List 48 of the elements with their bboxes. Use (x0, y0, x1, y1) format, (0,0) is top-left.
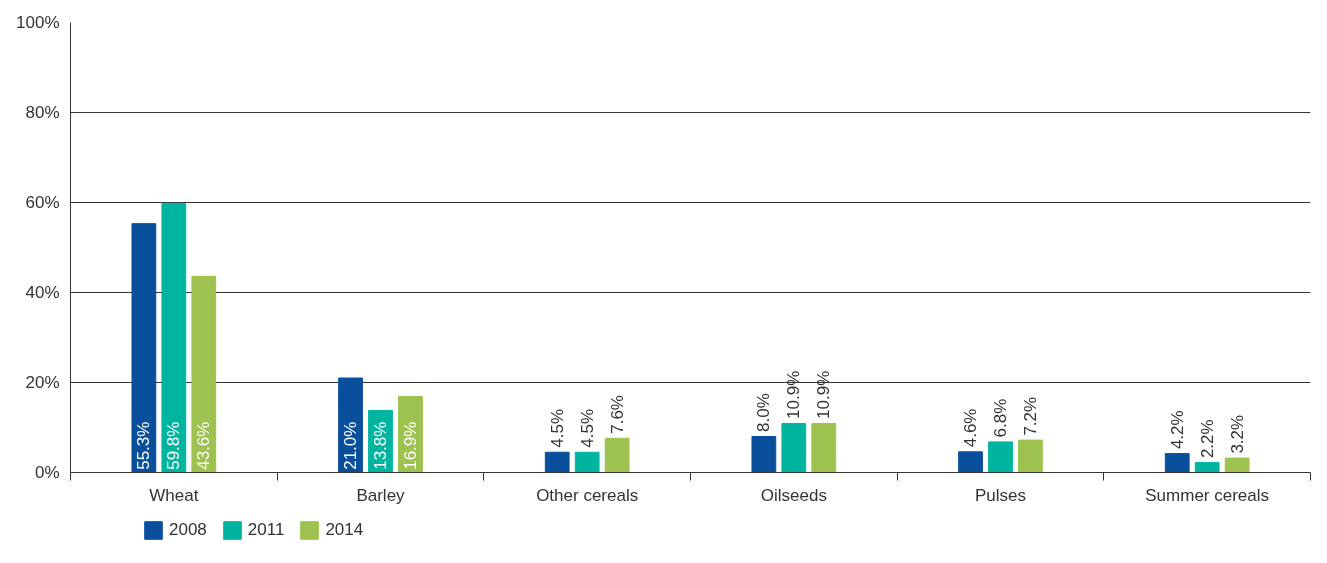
data-label: 10.9% (814, 370, 834, 419)
bar (751, 436, 777, 473)
data-label: 16.9% (400, 421, 420, 470)
y-tick-label: 80% (25, 103, 60, 122)
x-tick-label: Other cereals (536, 485, 639, 505)
bar (604, 437, 630, 473)
bar (1224, 457, 1250, 473)
bar (1164, 453, 1190, 473)
data-label: 21.0% (341, 421, 361, 470)
data-label: 3.2% (1227, 414, 1247, 454)
bar (161, 202, 187, 473)
data-label: 4.6% (961, 408, 981, 448)
bar (1018, 439, 1043, 473)
x-tick-label: Barley (356, 485, 406, 505)
bar (574, 451, 600, 473)
bar (988, 441, 1013, 473)
bar (191, 275, 217, 473)
bar (958, 451, 983, 473)
x-tick-label: Oilseeds (760, 485, 827, 505)
data-label: 4.5% (577, 409, 597, 448)
data-label: 10.9% (784, 370, 804, 419)
bar (811, 422, 837, 473)
data-label: 2.2% (1197, 419, 1217, 459)
data-label: 4.2% (1167, 410, 1187, 450)
bar (781, 422, 807, 473)
x-tick-label: Pulses (974, 485, 1027, 505)
x-tick-label: Wheat (149, 485, 199, 505)
y-tick-label: 100% (16, 13, 60, 32)
data-label: 4.5% (547, 409, 567, 448)
data-label: 7.6% (607, 395, 627, 434)
data-label: 13.8% (371, 421, 390, 470)
bar (131, 223, 157, 473)
data-label: 8.0% (754, 393, 774, 432)
y-tick-label: 0% (34, 463, 60, 482)
legend-label: 2008 (169, 520, 207, 540)
data-label: 6.8% (991, 398, 1010, 438)
legend-label: 2011 (247, 520, 285, 540)
data-label: 55.3% (134, 421, 154, 470)
y-tick-label: 40% (25, 283, 60, 302)
data-label: 7.2% (1020, 396, 1040, 436)
legend-label: 2014 (325, 520, 364, 540)
data-label: 59.8% (164, 421, 184, 470)
y-tick-label: 60% (25, 193, 60, 212)
y-tick-label: 20% (25, 373, 60, 392)
x-tick-label: Summer cereals (1145, 485, 1270, 505)
data-label: 43.6% (194, 421, 214, 470)
bar (1194, 462, 1220, 473)
bar (544, 451, 570, 473)
